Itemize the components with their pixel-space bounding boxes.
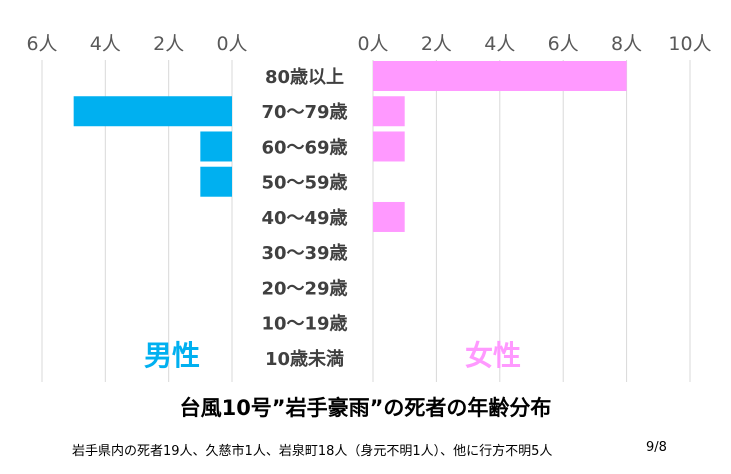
series-label-female: 女性 xyxy=(465,339,521,372)
chart: 6人 4人 2人 0人 0人 2人 4人 6人 8人 10人 80歳以上 70〜79歳 60〜69歳 50… xyxy=(26,33,712,382)
x-tick-female: 8人 xyxy=(611,33,642,55)
category-label: 40〜49歳 xyxy=(261,208,347,229)
x-tick-male: 4人 xyxy=(90,33,121,55)
bar-female xyxy=(373,131,405,162)
bar-female xyxy=(373,201,405,232)
x-tick-female: 10人 xyxy=(668,33,711,55)
bar-female xyxy=(373,61,627,91)
x-tick-male: 0人 xyxy=(216,33,247,55)
chart-title: 台風10号”岩手豪雨”の死者の年齢分布 xyxy=(179,396,552,420)
x-tick-male: 2人 xyxy=(153,33,184,55)
category-label: 50〜59歳 xyxy=(261,173,347,194)
x-tick-female: 0人 xyxy=(357,33,388,55)
x-tick-female: 6人 xyxy=(548,33,579,55)
category-label: 10歳未満 xyxy=(265,348,344,370)
chart-subtitle: 岩手県内の死者19人、久慈市1人、岩泉町18人（身元不明1人）、他に行方不明5人 xyxy=(72,444,553,459)
x-tick-female: 2人 xyxy=(421,33,452,55)
x-tick-male: 6人 xyxy=(26,33,57,55)
category-label: 30〜39歳 xyxy=(261,243,347,264)
series-label-male: 男性 xyxy=(144,339,200,372)
category-label: 70〜79歳 xyxy=(261,102,347,123)
bar-female xyxy=(373,96,405,127)
bar-male xyxy=(200,131,232,162)
category-label: 60〜69歳 xyxy=(261,137,347,158)
date-label: 9/8 xyxy=(646,440,667,455)
category-label: 10〜19歳 xyxy=(261,314,347,335)
category-label: 20〜29歳 xyxy=(261,278,347,299)
bar-male xyxy=(200,166,232,197)
x-tick-female: 4人 xyxy=(484,33,515,55)
category-label: 80歳以上 xyxy=(265,67,344,88)
bar-male xyxy=(73,96,233,127)
